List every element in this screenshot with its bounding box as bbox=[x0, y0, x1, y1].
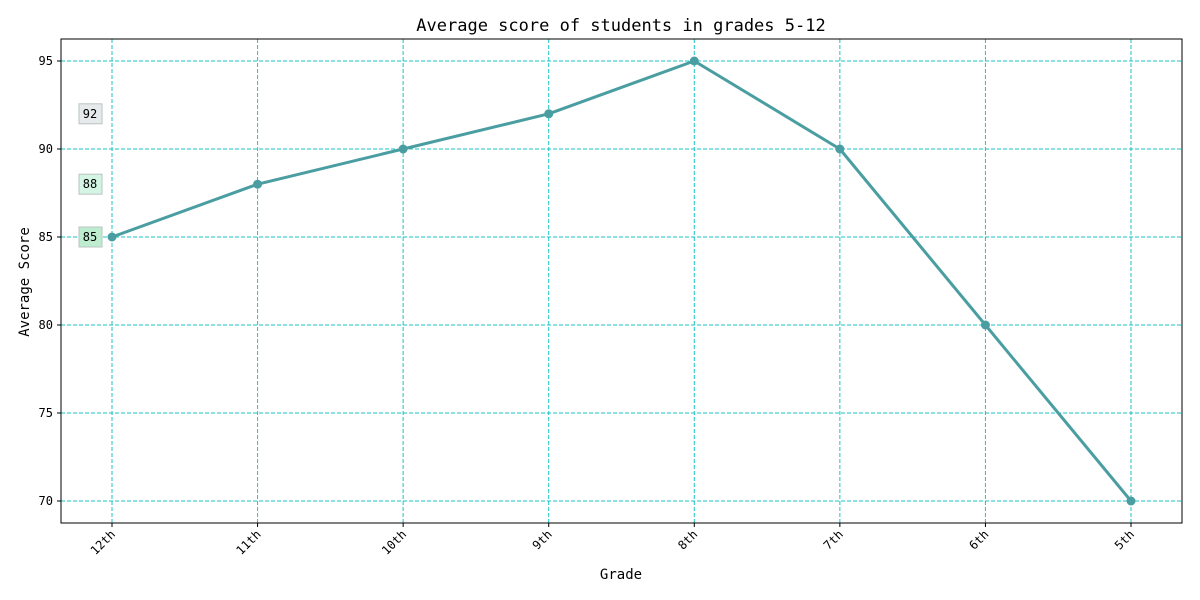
y-axis: 70 75 80 85 90 95 bbox=[39, 54, 61, 508]
annotation-box bbox=[78, 103, 103, 125]
annotation-box bbox=[78, 173, 103, 195]
data-point bbox=[689, 56, 699, 66]
data-point bbox=[1126, 496, 1136, 506]
data-point bbox=[835, 144, 845, 154]
x-tick-label: 7th bbox=[821, 527, 846, 552]
y-tick-label: 80 bbox=[39, 318, 53, 332]
data-point bbox=[398, 144, 408, 154]
y-axis-label: Average Score bbox=[17, 227, 33, 337]
x-tick-label: 12th bbox=[88, 527, 118, 557]
x-tick-label: 8th bbox=[675, 527, 700, 552]
x-tick-label: 9th bbox=[530, 527, 555, 552]
series-layer bbox=[107, 56, 1136, 506]
annotation-box bbox=[78, 226, 103, 248]
y-tick-label: 90 bbox=[39, 142, 53, 156]
x-tick-label: 10th bbox=[379, 527, 409, 557]
data-point bbox=[980, 320, 990, 330]
y-tick-label: 95 bbox=[39, 54, 53, 68]
data-point bbox=[544, 109, 554, 119]
grid bbox=[61, 39, 1182, 523]
annotations: 92 88 85 bbox=[78, 103, 103, 248]
plot-frame bbox=[60, 38, 1183, 524]
x-tick-label: 11th bbox=[233, 527, 263, 557]
annotation-label: 85 bbox=[83, 230, 97, 244]
annotation-label: 88 bbox=[83, 177, 97, 191]
x-axis-label: Grade bbox=[600, 567, 642, 583]
y-tick-label: 85 bbox=[39, 230, 53, 244]
x-tick-label: 6th bbox=[966, 527, 991, 552]
y-tick-label: 70 bbox=[39, 494, 53, 508]
y-tick-label: 75 bbox=[39, 406, 53, 420]
annotation-label: 92 bbox=[83, 107, 97, 121]
data-point bbox=[253, 179, 263, 189]
x-tick-label: 5th bbox=[1112, 527, 1137, 552]
chart-title: Average score of students in grades 5-12 bbox=[416, 16, 825, 36]
series-line bbox=[110, 59, 1133, 503]
x-axis: 12th 11th 10th 9th 8th 7th 6th 5th bbox=[88, 523, 1137, 558]
data-point bbox=[107, 232, 117, 242]
